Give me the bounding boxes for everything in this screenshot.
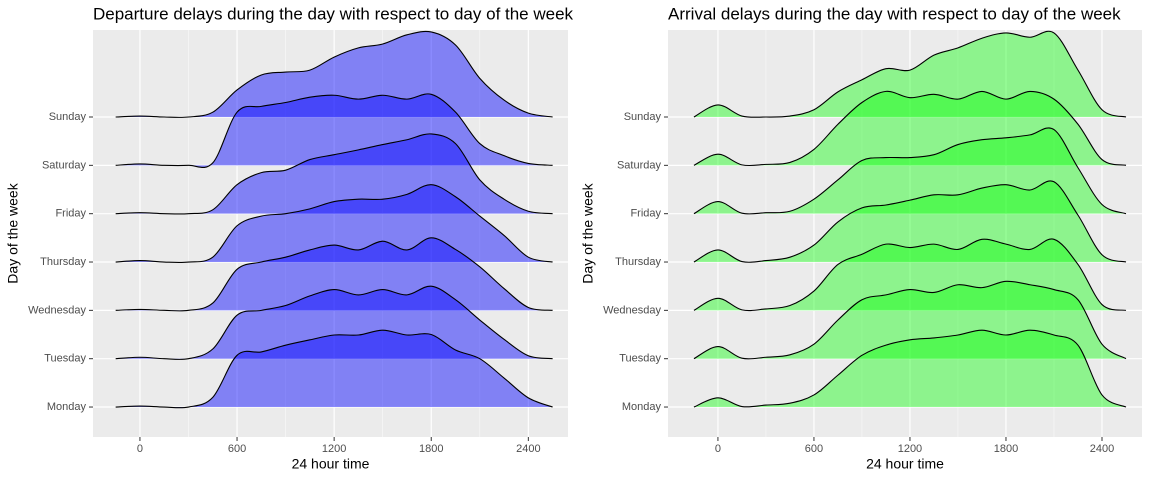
y-tick-label: Wednesday [28, 304, 86, 316]
ridge-line [693, 30, 1127, 118]
ridge-area [693, 238, 1126, 311]
x-tick-label: 0 [137, 443, 143, 455]
ridge-area [115, 184, 553, 263]
ridge-line [693, 90, 1127, 167]
ridge-area [115, 330, 553, 408]
y-tick-label: Monday [47, 401, 87, 413]
y-tick-label: Tuesday [619, 353, 661, 365]
ridge-line [115, 93, 553, 169]
y-tick-label: Saturday [617, 159, 662, 171]
ridge-line [115, 237, 553, 312]
y-tick-label: Sunday [624, 111, 662, 123]
ridge-area [693, 91, 1126, 166]
ridge-line [115, 329, 553, 409]
ridge-area [115, 237, 553, 311]
x-tick-label: 1200 [322, 443, 346, 455]
x-tick-label: 0 [715, 443, 721, 455]
ridge-area [693, 330, 1126, 408]
x-tick-label: 2400 [516, 443, 540, 455]
y-tick-label: Wednesday [603, 304, 661, 316]
x-tick-label: 1800 [994, 443, 1018, 455]
ridge-line [693, 127, 1127, 215]
y-tick-label: Thursday [615, 256, 661, 268]
ridge-area [115, 93, 553, 168]
x-axis-label: 24 hour time [292, 456, 370, 472]
x-tick-label: 600 [805, 443, 823, 455]
chart-title: Departure delays during the day with res… [93, 4, 574, 23]
ridge-area [115, 133, 553, 215]
y-tick-label: Friday [630, 208, 661, 220]
y-tick-label: Sunday [49, 111, 87, 123]
ridge-area [693, 180, 1126, 263]
y-tick-label: Tuesday [44, 353, 86, 365]
ridge-line [693, 280, 1127, 360]
panel-background [93, 30, 568, 437]
x-tick-label: 600 [228, 443, 246, 455]
y-tick-label: Friday [55, 208, 86, 220]
ridge-line [115, 133, 553, 215]
panel-background [668, 30, 1142, 437]
ridge-area [693, 281, 1126, 359]
x-axis-label: 24 hour time [866, 456, 944, 472]
x-tick-label: 1800 [419, 443, 443, 455]
ridge-line [693, 238, 1127, 312]
ridge-line [693, 329, 1127, 408]
x-tick-label: 1200 [898, 443, 922, 455]
ridge-line [115, 30, 553, 118]
chart-title: Arrival delays during the day with respe… [668, 4, 1121, 23]
ridge-area [693, 127, 1126, 214]
ridge-line [115, 184, 553, 263]
ridge-line [115, 285, 553, 361]
y-axis-label: Day of the week [5, 182, 21, 283]
x-tick-label: 2400 [1090, 443, 1114, 455]
y-tick-label: Monday [622, 401, 662, 413]
y-axis-label: Day of the week [580, 182, 596, 283]
ridge-line [693, 180, 1127, 263]
y-tick-label: Saturday [42, 159, 87, 171]
y-tick-label: Thursday [40, 256, 86, 268]
ridge-area [115, 31, 553, 118]
